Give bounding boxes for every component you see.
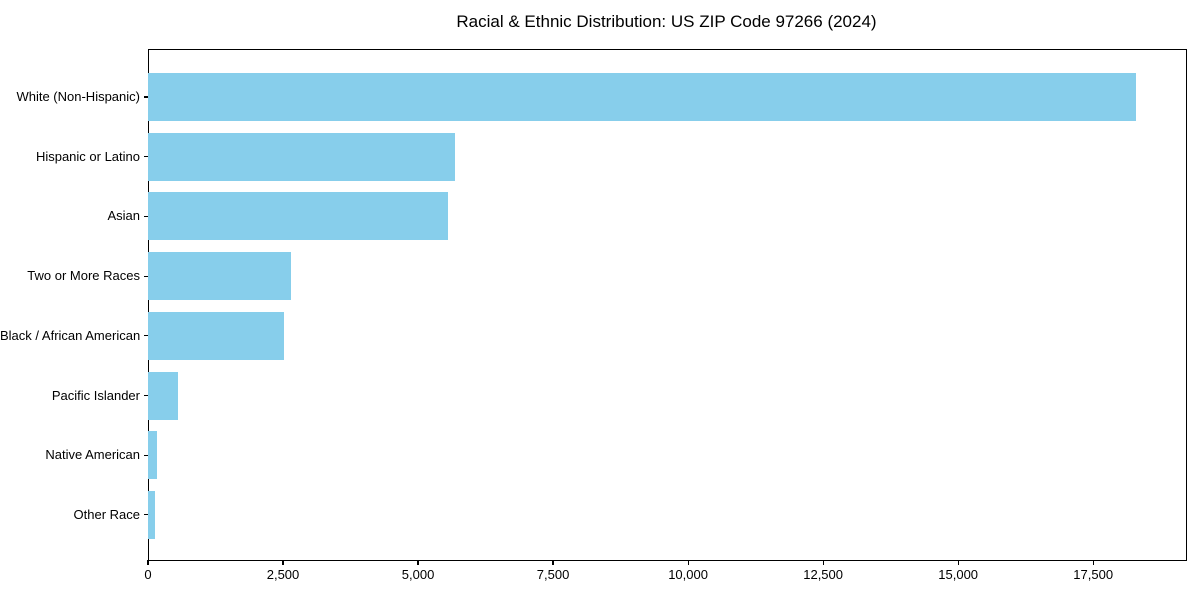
x-tick-mark <box>417 560 419 565</box>
chart-title: Racial & Ethnic Distribution: US ZIP Cod… <box>456 12 877 31</box>
y-tick-label-black-african-american: Black / African American <box>0 327 141 343</box>
x-tick-label: 5,000 <box>401 567 435 582</box>
y-tick-mark <box>143 215 148 217</box>
bar-hispanic-or-latino <box>148 132 456 181</box>
y-tick-label-other-race: Other Race <box>73 506 140 522</box>
y-tick-label-pacific-islander: Pacific Islander <box>51 387 140 403</box>
y-tick-label-two-or-more-races: Two or More Races <box>27 268 140 284</box>
bar-black-african-american <box>148 311 284 360</box>
x-tick-mark <box>687 560 689 565</box>
y-tick-mark <box>143 454 148 456</box>
x-tick-mark <box>822 560 824 565</box>
y-tick-mark <box>143 335 148 337</box>
y-tick-label-native-american: Native American <box>45 447 140 463</box>
y-tick-mark <box>143 96 148 98</box>
x-tick-label: 7,500 <box>536 567 570 582</box>
bar-two-or-more-races <box>148 252 292 301</box>
y-tick-mark <box>143 275 148 277</box>
x-tick-label: 10,000 <box>668 567 708 582</box>
x-tick-label: 12,500 <box>803 567 843 582</box>
x-tick-label: 15,000 <box>938 567 979 582</box>
x-tick-mark <box>552 560 554 565</box>
bar-white-non-hispanic <box>148 73 1137 121</box>
x-tick-mark <box>1092 560 1094 565</box>
bar-pacific-islander <box>148 371 179 420</box>
x-tick-label: 2,500 <box>266 567 300 582</box>
y-tick-label-white-non-hispanic: White (Non-Hispanic) <box>16 89 140 104</box>
y-tick-mark <box>143 514 148 516</box>
x-tick-mark <box>957 560 959 565</box>
bar-native-american <box>148 431 158 480</box>
y-tick-label-hispanic-or-latino: Hispanic or Latino <box>35 148 140 164</box>
x-tick-mark <box>282 560 284 565</box>
bars-layer <box>148 49 1185 559</box>
y-tick-label-asian: Asian <box>107 208 140 224</box>
x-tick-mark <box>147 560 149 565</box>
bar-asian <box>148 192 449 241</box>
y-tick-mark <box>143 156 148 158</box>
x-tick-label: 17,500 <box>1073 567 1114 582</box>
y-tick-mark <box>143 394 148 397</box>
bar-other-race <box>148 490 155 539</box>
x-tick-label: 0 <box>144 567 152 582</box>
